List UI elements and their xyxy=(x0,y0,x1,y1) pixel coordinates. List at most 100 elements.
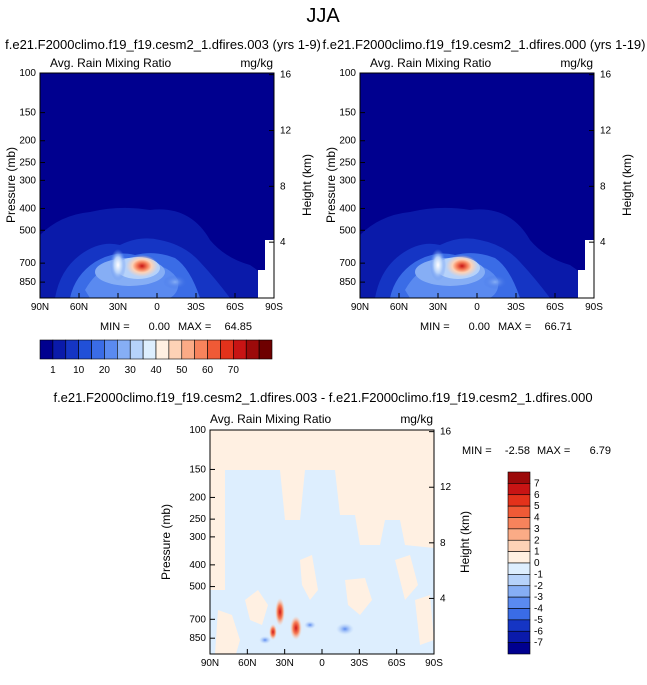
colorbar-top-label: 10 xyxy=(73,365,85,376)
colorbar-diff-label: 1 xyxy=(534,547,540,558)
colorbar-diff-swatch xyxy=(507,574,531,587)
x-tick-label: 90N xyxy=(201,658,219,669)
colorbar-top-swatch xyxy=(245,339,260,360)
x-tick-label: 90S xyxy=(585,302,603,313)
y-tick-label: 300 xyxy=(19,175,36,186)
y-tick-label: 500 xyxy=(189,582,206,593)
y2-tick-label: 8 xyxy=(600,181,606,192)
y-tick-label: 200 xyxy=(339,136,356,147)
plot-area-1 xyxy=(40,73,274,298)
colorbar-diff-swatch xyxy=(507,539,531,552)
max-label-2: MAX = xyxy=(498,321,531,333)
max-value-3: 6.79 xyxy=(590,445,611,457)
colorbar-top-swatch xyxy=(91,339,105,360)
y-tick-label: 150 xyxy=(19,108,36,119)
y-tick-label: 500 xyxy=(339,225,356,236)
y2-tick-label: 4 xyxy=(600,237,606,248)
y2-axis-label-1: Height (km) xyxy=(300,154,314,216)
colorbar-top-swatch xyxy=(155,339,170,360)
y-tick-label: 400 xyxy=(19,203,36,214)
colorbar-diff-swatch xyxy=(507,528,531,541)
min-label-1: MIN = xyxy=(100,321,130,333)
max-label-1: MAX = xyxy=(178,321,211,333)
y-tick-label: 500 xyxy=(19,225,36,236)
colorbar-top-swatch xyxy=(78,339,92,360)
colorbar-diff-swatch xyxy=(507,596,531,609)
colorbar-diff-label: -3 xyxy=(534,592,543,603)
colorbar-top-swatch xyxy=(181,339,195,360)
y2-axis-label-2: Height (km) xyxy=(620,154,634,216)
y-axis-label-3: Pressure (mb) xyxy=(159,504,173,580)
x-tick-label: 30N xyxy=(109,302,127,313)
y2-tick-label: 8 xyxy=(440,538,446,549)
case-label-2: f.e21.F2000climo.f19_f19.cesm2_1.dfires.… xyxy=(322,37,645,52)
min-value-3: -2.58 xyxy=(505,445,530,457)
colorbar-top-swatch xyxy=(65,339,79,360)
colorbar-diff-label: 2 xyxy=(534,535,540,546)
colorbar-diff-label: -2 xyxy=(534,581,543,592)
colorbar-diff-swatch xyxy=(507,517,531,530)
colorbar-top-swatch xyxy=(39,339,54,360)
y-tick-label: 400 xyxy=(339,203,356,214)
y-tick-label: 200 xyxy=(19,136,36,147)
y2-axis-1: Height (km) 16 12 8 4 xyxy=(269,70,314,248)
x-axis-2: 90N 60N 30N 0 30S 60S 90S xyxy=(351,293,603,313)
y2-tick-label: 12 xyxy=(600,125,612,136)
panel-2: f.e21.F2000climo.f19_f19.cesm2_1.dfires.… xyxy=(322,37,645,333)
colorbar-top-swatch xyxy=(142,339,157,360)
plot-title-2: Avg. Rain Mixing Ratio xyxy=(370,56,491,70)
colorbar-top: 1 10 20 30 40 50 60 70 xyxy=(39,339,273,376)
colorbar-top-swatch xyxy=(194,339,208,360)
plot-area-2 xyxy=(360,73,594,298)
colorbar-diff-label: -4 xyxy=(534,604,543,615)
x-tick-label: 60S xyxy=(388,658,406,669)
x-tick-label: 30S xyxy=(350,658,368,669)
y-tick-label: 300 xyxy=(339,175,356,186)
colorbar-top-swatch xyxy=(233,339,247,360)
y2-tick-label: 12 xyxy=(440,482,452,493)
colorbar-diff-swatch xyxy=(507,642,531,655)
min-value-2: 0.00 xyxy=(469,321,490,333)
colorbar-diff-label: -7 xyxy=(534,638,543,649)
units-2: mg/kg xyxy=(560,56,593,70)
x-tick-label: 60N xyxy=(70,302,88,313)
y-tick-label: 250 xyxy=(339,158,356,169)
y-tick-label: 850 xyxy=(189,633,206,644)
units-3: mg/kg xyxy=(400,412,433,426)
max-value-2: 66.71 xyxy=(544,321,572,333)
y2-tick-label: 4 xyxy=(280,237,286,248)
colorbar-top-label: 30 xyxy=(125,365,137,376)
page-title: JJA xyxy=(306,5,340,27)
colorbar-diff-label: -5 xyxy=(534,615,543,626)
colorbar-diff-swatch xyxy=(507,619,531,632)
max-label-3: MAX = xyxy=(537,445,570,457)
x-axis-3: 90N 60N 30N 0 30S 60S 90S xyxy=(201,649,443,669)
y-tick-label: 150 xyxy=(339,108,356,119)
y2-tick-label: 16 xyxy=(600,70,612,81)
colorbar-top-label: 20 xyxy=(99,365,111,376)
colorbar-diff-label: 7 xyxy=(534,478,540,489)
colorbar-diff-label: -1 xyxy=(534,569,543,580)
min-value-1: 0.00 xyxy=(149,321,170,333)
colorbar-top-swatch xyxy=(258,339,273,360)
y-axis-label-1: Pressure (mb) xyxy=(4,147,18,223)
x-tick-label: 30N xyxy=(275,658,293,669)
x-tick-label: 60S xyxy=(546,302,564,313)
y-tick-label: 700 xyxy=(189,614,206,625)
colorbar-top-swatch xyxy=(52,339,67,360)
y2-axis-2: Height (km) 16 12 8 4 xyxy=(589,70,634,248)
y-axis-2: Pressure (mb) 100 150 200 250 300 400 500 700 85… xyxy=(324,68,365,288)
x-axis-1: 90N 60N 30N 0 30S 60S 90S xyxy=(31,293,283,313)
x-tick-label: 60N xyxy=(390,302,408,313)
colorbar-diff-label: 5 xyxy=(534,501,540,512)
x-tick-label: 90N xyxy=(351,302,369,313)
y2-tick-label: 16 xyxy=(280,70,292,81)
x-tick-label: 0 xyxy=(319,658,325,669)
x-tick-label: 90S xyxy=(425,658,443,669)
colorbar-top-label: 70 xyxy=(228,365,240,376)
y-tick-label: 250 xyxy=(189,514,206,525)
panel-1: f.e21.F2000climo.f19_f19.cesm2_1.dfires.… xyxy=(4,37,321,333)
x-tick-label: 0 xyxy=(474,302,480,313)
y2-tick-label: 16 xyxy=(440,427,452,438)
y-tick-label: 700 xyxy=(339,258,356,269)
